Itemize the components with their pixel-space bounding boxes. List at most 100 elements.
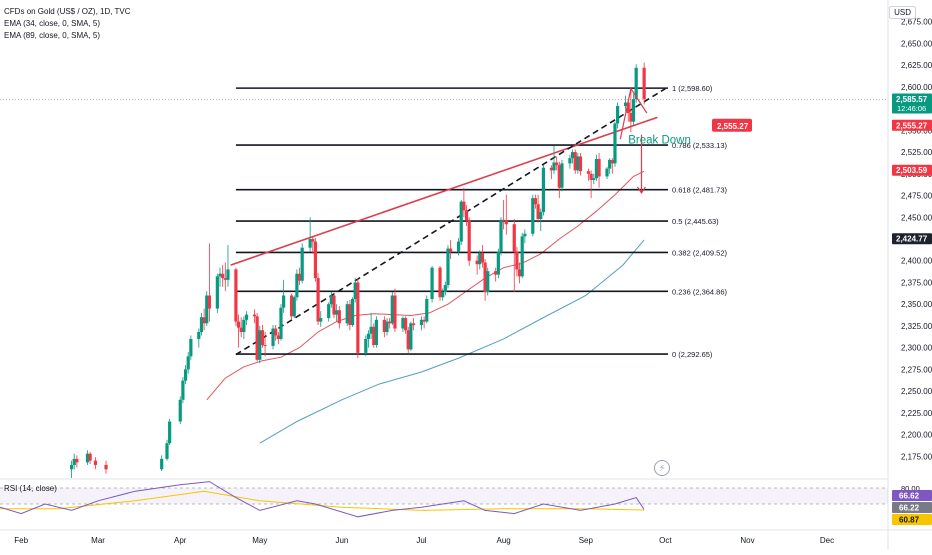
candle-body (239, 327, 243, 332)
time-tick-label: Oct (659, 536, 672, 545)
time-tick-label: Mar (91, 536, 105, 545)
candle-body (160, 458, 164, 470)
candle-body (332, 295, 336, 315)
candle-body (353, 282, 357, 299)
candle-body (401, 318, 405, 329)
time-tick-label: Dec (820, 536, 834, 545)
currency-button[interactable]: USD (889, 6, 916, 19)
floating-price-badge (712, 118, 752, 132)
price-tick-label: 2,450.000 (901, 213, 932, 222)
price-tick-label: 2,200.000 (901, 431, 932, 440)
rsi-band (0, 488, 888, 504)
candle-body (557, 165, 561, 188)
time-tick-label: May (252, 536, 267, 545)
candle-body (422, 319, 426, 322)
candle-body (560, 163, 564, 188)
candle-body (486, 271, 490, 293)
candle-body (393, 295, 397, 329)
candle-body (419, 319, 424, 326)
time-tick-label: Apr (174, 536, 187, 545)
price-axis-badge-text: 2,585.57 (896, 95, 928, 104)
candle-body (297, 273, 302, 281)
candle-body (467, 220, 471, 261)
price-axis-badge (892, 119, 932, 131)
candle-body (207, 295, 212, 309)
candle-body (215, 276, 219, 309)
candle-body (327, 304, 331, 319)
candle-body (552, 162, 556, 171)
price-tick-label: 2,525.000 (901, 148, 932, 157)
price-tick-label: 2,250.000 (901, 387, 932, 396)
candle-body (475, 260, 479, 265)
candle-body (430, 267, 434, 299)
candle-body (443, 285, 447, 293)
candle-body (300, 247, 304, 281)
candle-body (478, 252, 482, 265)
candle-body (504, 220, 508, 225)
candle-body (260, 330, 265, 346)
candle-body (199, 317, 204, 332)
price-tick-label: 2,400.000 (901, 257, 932, 266)
candle-body (202, 317, 206, 324)
candle-body (218, 273, 222, 277)
fib-level-label: 0.236 (2,364.86) (672, 287, 728, 296)
candle-body (515, 252, 519, 270)
rsi-ma-line (0, 490, 645, 511)
candle-body (520, 236, 524, 277)
rsi-value-text: 60.87 (899, 516, 920, 525)
candle-body (464, 210, 469, 221)
candle-body (372, 326, 376, 346)
price-axis-badge-text: 2,503.59 (896, 166, 928, 175)
time-tick-label: Jun (335, 536, 348, 545)
fib-level-label: 1 (2,598.60) (672, 84, 713, 93)
candle-body (329, 295, 333, 305)
candle-body (382, 319, 386, 332)
candle-body (181, 380, 185, 400)
candle-body (168, 421, 172, 444)
candle-body (223, 278, 227, 280)
candle-body (255, 316, 259, 360)
price-tick-label: 2,675.000 (901, 18, 932, 27)
candle-body (573, 152, 577, 171)
candle-body (523, 233, 527, 237)
projection-path (619, 87, 648, 140)
ema34-legend[interactable]: EMA (34, close, 0, SMA, 5) (4, 19, 101, 28)
candle-body (183, 369, 188, 381)
price-tick-label: 2,650.000 (901, 39, 932, 48)
candle-body (613, 123, 617, 164)
time-tick-label: Jul (416, 536, 426, 545)
lightning-icon[interactable]: ⚡ (654, 460, 670, 476)
candle-body (205, 295, 209, 324)
candle-body (292, 297, 296, 317)
candle-body (539, 212, 543, 220)
symbol-title[interactable]: CFDs on Gold (US$ / OZ), 1D, TVC (4, 7, 131, 16)
candle-body (456, 241, 461, 253)
candle-body (69, 464, 74, 470)
price-tick-label: 2,225.000 (901, 409, 932, 418)
candle-body (592, 178, 596, 180)
candle-body (282, 295, 286, 308)
price-tick-label: 2,275.000 (901, 365, 932, 374)
price-tick-label: 2,300.000 (901, 344, 932, 353)
candle-body (85, 453, 90, 463)
candle-body (483, 262, 487, 293)
rsi-legend[interactable]: RSI (14, close) (4, 484, 57, 493)
candle-body (279, 307, 283, 339)
candle-body (480, 252, 485, 263)
price-axis-badge (892, 164, 932, 176)
price-tick-label: 2,325.000 (901, 322, 932, 331)
dashed-channel-line (235, 87, 666, 356)
price-tick-label: 2,625.000 (901, 61, 932, 70)
candle-body (289, 295, 294, 317)
candle-body (578, 156, 583, 172)
price-tick-label: 2,350.000 (901, 300, 932, 309)
countdown-text: 12:46:06 (897, 104, 926, 113)
candle-body (72, 458, 76, 465)
candle-body (425, 298, 429, 322)
ema89-legend[interactable]: EMA (89, close, 0, SMA, 5) (4, 31, 101, 40)
candle-body (263, 345, 267, 347)
candle-body (541, 167, 546, 213)
candle-body (313, 241, 318, 279)
